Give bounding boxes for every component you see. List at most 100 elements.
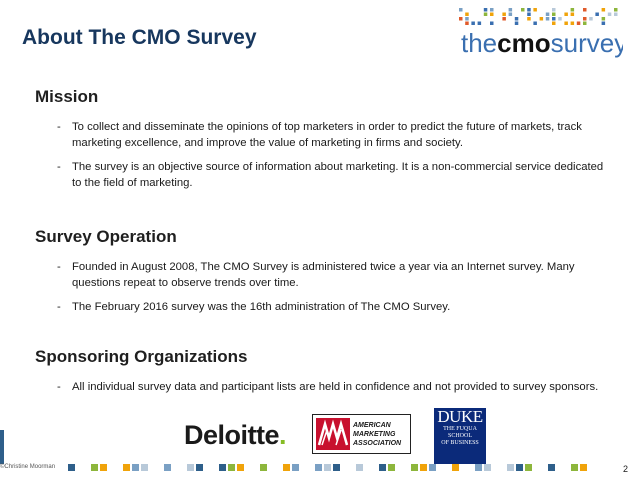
logo-dot	[607, 12, 612, 16]
logo-dot	[465, 21, 469, 25]
logo-dot	[527, 12, 531, 16]
logo-dot	[514, 21, 519, 25]
logo-dot	[483, 12, 488, 16]
logo-dot	[576, 21, 581, 25]
copyright-text: ©Christine Moorman	[0, 464, 56, 470]
band-square	[283, 464, 290, 471]
duke-subtitle: THE FUQUA SCHOOL OF BUSINESS	[441, 426, 479, 446]
operation-section: Survey Operation Founded in August 2008,…	[35, 227, 615, 323]
logo-dot	[471, 21, 475, 25]
logo-dot-pattern	[459, 8, 618, 25]
band-square	[324, 464, 331, 471]
mission-heading: Mission	[35, 87, 99, 106]
logo-dot	[564, 12, 568, 16]
logo-dot	[483, 8, 488, 12]
band-square	[411, 464, 418, 471]
band-square	[580, 464, 587, 471]
operation-bullets: Founded in August 2008, The CMO Survey i…	[35, 259, 615, 315]
band-square	[548, 464, 555, 471]
logo-dot	[614, 12, 618, 16]
decorative-left-bar	[0, 430, 4, 464]
band-square	[228, 464, 235, 471]
band-square	[388, 464, 395, 471]
deloitte-word: Deloitte	[184, 420, 280, 450]
band-square	[452, 464, 459, 471]
decorative-square-band	[68, 464, 587, 471]
logo-dot	[589, 17, 593, 21]
band-square	[525, 464, 532, 471]
band-square	[100, 464, 107, 471]
logo-dot	[514, 17, 519, 21]
logo-dot	[552, 17, 556, 21]
band-square	[260, 464, 267, 471]
logo-dot	[545, 12, 550, 16]
logo-dot	[545, 17, 550, 21]
logo-dot	[527, 17, 531, 21]
operation-bullet: Founded in August 2008, The CMO Survey i…	[57, 259, 615, 291]
band-square	[356, 464, 363, 471]
logo-dot	[601, 17, 606, 21]
band-square	[475, 464, 482, 471]
duke-logo: DUKE THE FUQUA SCHOOL OF BUSINESS	[434, 408, 486, 464]
band-square	[571, 464, 578, 471]
logo-dot	[601, 21, 606, 25]
logo-dot	[564, 21, 568, 25]
logo-dot	[490, 8, 494, 12]
logo-dot	[465, 17, 469, 21]
band-square	[91, 464, 98, 471]
mission-bullet: To collect and disseminate the opinions …	[57, 119, 615, 151]
operation-heading: Survey Operation	[35, 227, 177, 246]
logo-dot	[583, 8, 587, 12]
band-square	[484, 464, 491, 471]
logo-dot	[552, 12, 556, 16]
cmo-survey-logo: thecmosurvey	[459, 8, 623, 58]
logo-survey: survey	[551, 28, 623, 58]
logo-dot	[508, 8, 513, 12]
ama-name: AMERICAN MARKETING ASSOCIATION	[353, 421, 402, 447]
band-square	[164, 464, 171, 471]
logo-dot	[595, 12, 599, 16]
logo-dot	[502, 17, 506, 21]
ama-mark-icon	[316, 418, 350, 450]
band-square	[333, 464, 340, 471]
logo-dot	[539, 17, 544, 21]
band-square	[315, 464, 322, 471]
logo-dot	[570, 12, 575, 16]
mission-bullets: To collect and disseminate the opinions …	[35, 119, 615, 191]
logo-dot	[552, 8, 556, 12]
logo-dot	[508, 12, 513, 16]
logo-cmo: cmo	[497, 28, 550, 58]
logo-dot	[490, 12, 494, 16]
sponsors-heading: Sponsoring Organizations	[35, 347, 248, 366]
band-square	[141, 464, 148, 471]
logo-dot	[558, 17, 562, 21]
band-square	[123, 464, 130, 471]
band-square	[420, 464, 427, 471]
logo-the: the	[461, 28, 497, 58]
logo-text: thecmosurvey	[461, 28, 623, 58]
logo-dot	[533, 21, 537, 25]
slide-title: About The CMO Survey	[22, 26, 257, 49]
logo-dot	[601, 8, 606, 12]
sponsors-section: Sponsoring Organizations All individual …	[35, 347, 615, 403]
logo-dot	[583, 21, 587, 25]
band-square	[68, 464, 75, 471]
page-number: 2	[622, 464, 628, 474]
band-square	[429, 464, 436, 471]
logo-dot	[570, 8, 575, 12]
duke-word: DUKE	[437, 408, 483, 426]
band-square	[196, 464, 203, 471]
band-square	[237, 464, 244, 471]
band-square	[379, 464, 386, 471]
operation-bullet: The February 2016 survey was the 16th ad…	[57, 299, 615, 315]
logo-dot	[459, 8, 463, 12]
logo-dot	[477, 21, 482, 25]
mission-bullet: The survey is an objective source of inf…	[57, 159, 615, 191]
band-square	[219, 464, 226, 471]
logo-dot	[465, 12, 469, 16]
logo-dot	[502, 12, 506, 16]
logo-dot	[521, 8, 525, 12]
deloitte-logo: Deloitte.	[184, 420, 287, 451]
logo-dot	[533, 8, 537, 12]
band-square	[507, 464, 514, 471]
